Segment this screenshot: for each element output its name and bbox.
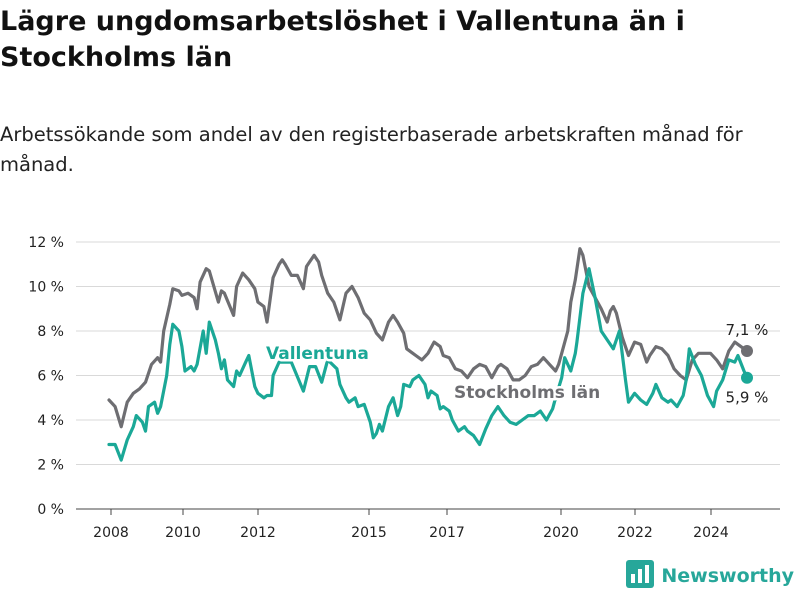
y-tick-label: 12 %: [28, 235, 64, 251]
series-line-stockholms-lan: [107, 247, 749, 429]
x-tick-label: 2008: [93, 525, 129, 541]
grid-lines: [76, 241, 780, 510]
bar-chart-logo-icon: [626, 560, 655, 592]
end-value-label-stockholms-lan: 7,1 %: [726, 321, 769, 339]
end-point-vallentuna: [741, 371, 753, 384]
y-axis: 0 % 2 % 4 % 6 % 8 % 10 % 12 %: [28, 235, 64, 518]
x-axis: 2008 2010 2012 2015 2017 2020 2022 2024: [93, 509, 729, 541]
chart-subtitle: Arbetssökande som andel av den registerb…: [0, 123, 743, 176]
series-labels: 7,1 % 5,9 % Vallentuna Stockholms län: [264, 321, 769, 407]
x-tick-label: 2015: [351, 525, 387, 541]
y-tick-label: 10 %: [28, 280, 64, 296]
y-tick-label: 8 %: [37, 324, 64, 340]
end-value-label-vallentuna: 5,9 %: [726, 389, 769, 407]
brand-name: Newsworthy: [661, 565, 794, 587]
chart-title: Lägre ungdomsarbetslöshet i Vallentuna ä…: [0, 6, 685, 73]
x-tick-label: 2012: [240, 525, 276, 541]
x-tick-label: 2024: [693, 525, 729, 541]
x-tick-label: 2010: [165, 525, 201, 541]
x-tick-label: 2020: [543, 525, 579, 541]
x-tick-label: 2017: [429, 525, 465, 541]
y-tick-label: 2 %: [37, 458, 64, 474]
end-point-stockholms-lan: [741, 345, 753, 358]
series-name-label-stockholms-lan: Stockholms län: [454, 383, 600, 403]
series-lines: [107, 247, 753, 462]
y-tick-label: 4 %: [37, 413, 64, 429]
series-line-vallentuna: [107, 267, 749, 462]
brand-logo[interactable]: Newsworthy: [626, 560, 794, 592]
y-tick-label: 0 %: [37, 502, 64, 518]
x-tick-label: 2022: [617, 525, 653, 541]
series-name-label-vallentuna: Vallentuna: [266, 344, 369, 364]
y-tick-label: 6 %: [37, 369, 64, 385]
